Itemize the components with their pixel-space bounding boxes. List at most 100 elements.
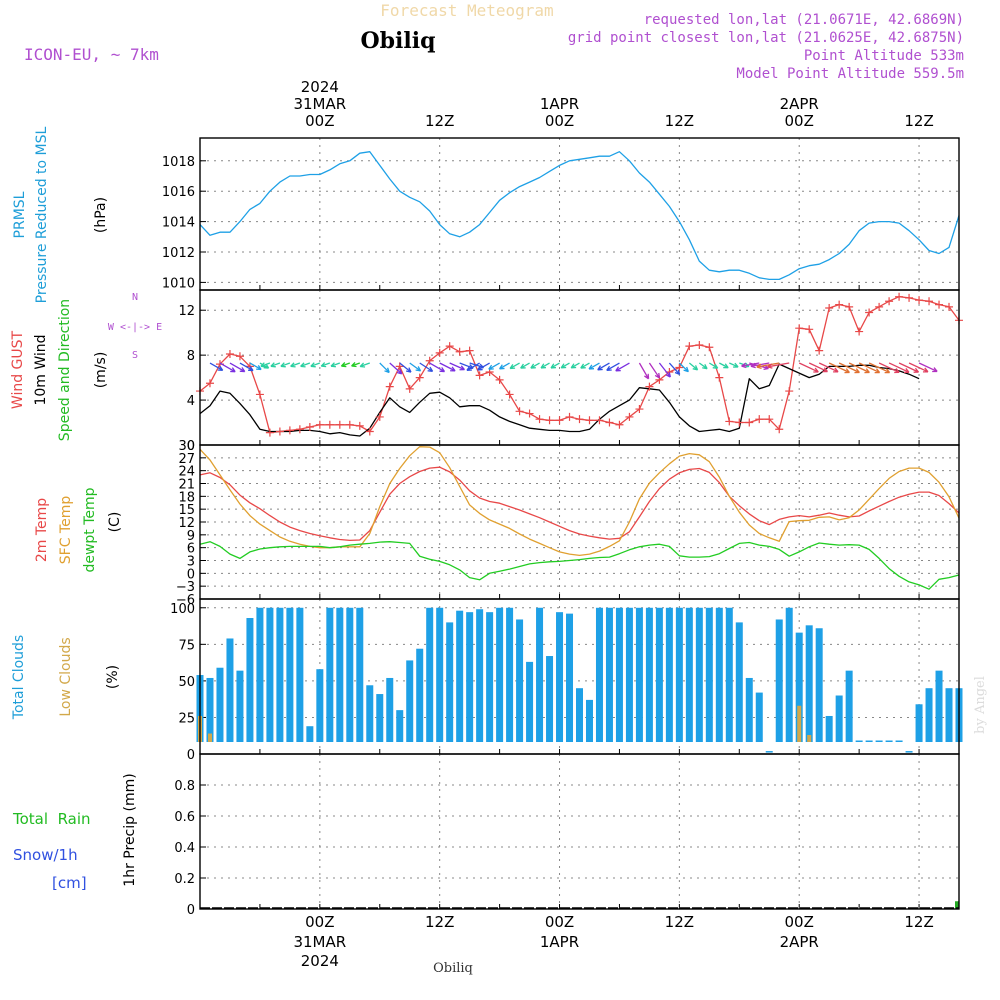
wind-arrow	[688, 362, 699, 371]
bottom-year-label: 2024	[301, 952, 339, 970]
wind-arrow	[719, 362, 729, 369]
series-line-dewpt-temp	[199, 541, 960, 590]
bottom-day-label: 31MAR	[293, 933, 346, 951]
total-cloud-bar	[336, 607, 344, 742]
label-dewpt-temp: dewpt Temp	[82, 487, 98, 572]
ytick-label: 25	[178, 711, 195, 726]
gust-point	[725, 417, 734, 426]
total-cloud-bar	[276, 607, 284, 742]
total-cloud-bar	[675, 607, 683, 742]
total-cloud-bar	[595, 607, 603, 742]
gust-point	[205, 379, 214, 388]
label-hpa: (hPa)	[93, 197, 109, 233]
wind-arrow	[429, 362, 446, 373]
station-name: Obiliq	[360, 28, 435, 54]
ytick-label: 3	[187, 555, 195, 570]
gust-point	[375, 412, 384, 421]
wind-arrow	[668, 362, 681, 376]
total-cloud-bar	[506, 607, 514, 742]
total-cloud-bar	[266, 607, 274, 742]
gust-point	[775, 425, 784, 434]
total-cloud-bar	[346, 607, 354, 742]
gust-point	[335, 420, 344, 429]
gust-point	[465, 346, 474, 355]
wind-arrow	[898, 362, 920, 373]
ytick-label: 1016	[162, 185, 195, 200]
wind-arrow	[729, 362, 739, 368]
gust-point	[625, 412, 634, 421]
total-cloud-bar	[516, 619, 524, 742]
label-precip: 1hr Precip (mm)	[122, 773, 138, 886]
gust-point	[895, 292, 904, 301]
bottom-day-label: 2APR	[780, 933, 819, 951]
ytick-label: 8	[187, 349, 195, 364]
total-cloud-bar	[546, 656, 554, 742]
gust-point	[315, 420, 324, 429]
top-day-label: 1APR	[540, 95, 579, 113]
label-wind-direction: Speed and Direction	[57, 299, 73, 441]
ytick-label: 30	[178, 439, 195, 454]
wind-arrow	[678, 362, 689, 373]
wind-arrow	[270, 362, 281, 368]
gust-point	[285, 426, 294, 435]
total-cloud-bar	[406, 660, 414, 742]
gust-point	[275, 427, 284, 436]
ytick-label: 0	[187, 748, 195, 763]
total-cloud-bar	[496, 607, 504, 742]
gust-point	[635, 405, 644, 414]
low-cloud-bar	[807, 734, 812, 742]
bottom-day-label: 1APR	[540, 933, 579, 951]
gust-point	[555, 416, 564, 425]
ytick-label: 1018	[162, 155, 195, 170]
gust-point	[415, 373, 424, 382]
total-cloud-bar	[615, 607, 623, 742]
wind-arrow	[828, 362, 850, 374]
total-cloud-bar	[915, 704, 923, 742]
total-cloud-bar	[226, 638, 234, 742]
top-time-label: 12Z	[425, 112, 454, 130]
gust-point	[525, 409, 534, 418]
wind-arrow	[638, 362, 650, 380]
wind-arrow	[767, 362, 790, 369]
ytick-label: 12	[178, 516, 195, 531]
bottom-time-label: 12Z	[904, 913, 933, 931]
total-cloud-bar	[396, 710, 404, 742]
total-cloud-bar	[576, 688, 583, 742]
total-cloud-bar	[705, 607, 713, 742]
gust-point	[935, 300, 944, 309]
gust-point	[235, 352, 244, 361]
label-c: (C)	[107, 512, 123, 533]
ytick-label: 1010	[162, 276, 195, 291]
total-cloud-bar	[625, 607, 633, 742]
ytick-label: −3	[176, 580, 195, 595]
wind-arrow	[290, 362, 301, 368]
gust-point	[365, 427, 374, 436]
ytick-label: 0.6	[174, 810, 195, 825]
gust-point	[735, 418, 744, 427]
total-cloud-bar	[875, 740, 883, 742]
total-cloud-bar	[785, 607, 793, 742]
gust-point	[845, 302, 854, 311]
wind-arrow	[560, 362, 570, 369]
wind-arrow	[229, 362, 246, 373]
gust-point	[565, 412, 574, 421]
gust-point	[545, 416, 554, 425]
ytick-label: 100	[170, 602, 195, 617]
total-cloud-bar	[436, 607, 444, 742]
wind-arrow	[708, 362, 719, 369]
gust-point	[915, 296, 924, 305]
gust-point	[475, 371, 484, 380]
ytick-label: 21	[178, 478, 195, 493]
wind-arrow	[399, 362, 412, 373]
gust-point	[785, 387, 794, 396]
ytick-label: 0.4	[174, 841, 195, 856]
total-cloud-bar	[306, 726, 314, 742]
total-cloud-bar	[795, 632, 803, 742]
low-cloud-bar	[797, 705, 802, 742]
total-cloud-bar	[695, 607, 703, 742]
top-day-label: 2APR	[780, 95, 819, 113]
watermark: by Angel	[973, 676, 988, 734]
total-cloud-bar	[825, 715, 833, 742]
total-cloud-bar	[605, 607, 613, 742]
